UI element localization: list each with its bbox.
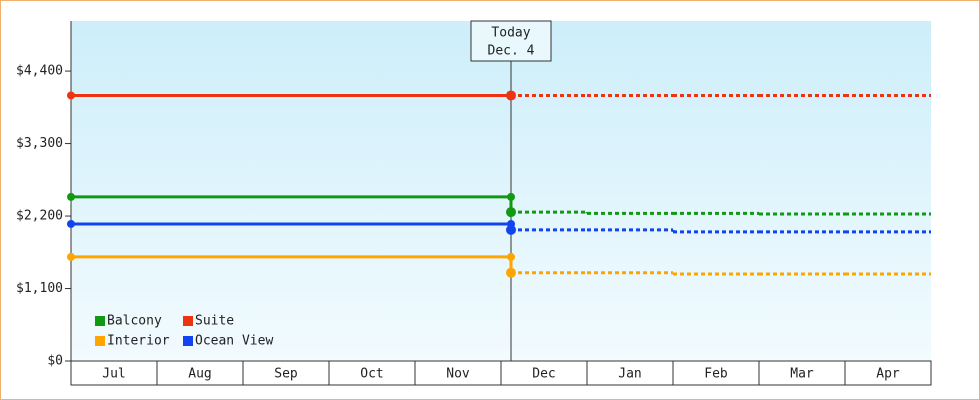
x-tick-label: Dec (532, 367, 555, 382)
x-tick-label: Apr (876, 367, 900, 382)
point (506, 267, 516, 278)
point (67, 91, 75, 100)
x-tick-label: Jan (618, 367, 641, 382)
today-date: Dec. 4 (488, 44, 535, 59)
x-tick-label: Sep (274, 367, 298, 382)
legend-swatch (95, 316, 105, 326)
legend-swatch (183, 336, 193, 346)
point (506, 90, 516, 101)
point (506, 207, 516, 218)
y-tick-label: $0 (47, 354, 63, 369)
y-tick-label: $1,100 (16, 281, 63, 296)
point (506, 224, 516, 235)
legend-label: Balcony (107, 314, 162, 329)
legend-label: Interior (107, 334, 170, 349)
legend-swatch (183, 316, 193, 326)
y-tick-label: $2,200 (16, 209, 63, 224)
today-label: Today (491, 26, 530, 41)
x-tick-label: Nov (446, 367, 470, 382)
y-tick-label: $4,400 (16, 64, 63, 79)
x-tick-label: Jul (102, 367, 125, 382)
point (67, 252, 75, 261)
x-tick-label: Aug (188, 367, 211, 382)
x-tick-label: Mar (790, 367, 814, 382)
today-box (470, 20, 552, 62)
x-tick-label: Oct (360, 367, 383, 382)
x-tick-label: Feb (704, 367, 728, 382)
y-tick-label: $3,300 (16, 136, 63, 151)
point (67, 192, 75, 201)
plot-area (71, 21, 931, 361)
legend-label: Ocean View (195, 334, 273, 349)
point (67, 219, 75, 228)
legend-label: Suite (195, 314, 234, 329)
legend-swatch (95, 336, 105, 346)
